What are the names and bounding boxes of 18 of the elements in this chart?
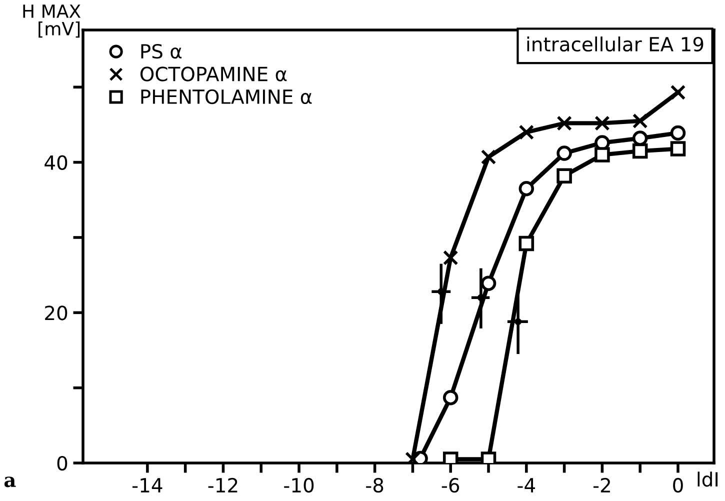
legend-label: PHENTOLAMINE α: [141, 89, 312, 104]
y-tick-label: 20: [45, 306, 68, 320]
x-tick-label: -6: [442, 478, 460, 493]
x-tick-label: -4: [518, 478, 536, 492]
legend-label: OCTOPAMINE α: [140, 66, 287, 82]
text: a: [4, 476, 16, 488]
annotation: intracellular EA 19: [527, 36, 704, 52]
y-axis-title: H MAX [mV]: [23, 4, 81, 38]
x-tick-label: -14: [132, 478, 162, 492]
y-tick-label: 40: [44, 155, 68, 170]
x-tick-label: -12: [208, 478, 238, 492]
legend-label: PS α: [141, 44, 182, 59]
y-tick-label: 0: [57, 456, 68, 471]
x-tick-label: -2: [593, 478, 610, 492]
x-tick-label: 0: [673, 478, 683, 493]
x-tick-label: -10: [284, 478, 314, 493]
x-tick-label: -8: [366, 478, 384, 493]
x-axis-title: ldI: [698, 472, 718, 487]
